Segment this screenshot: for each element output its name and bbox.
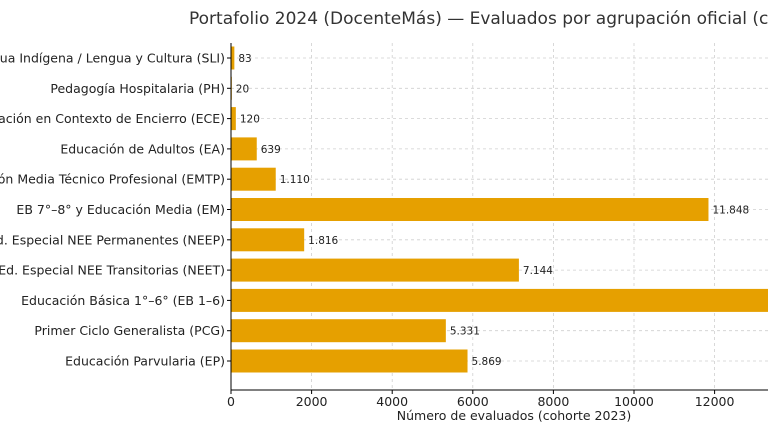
x-axis-label: Número de evaluados (cohorte 2023)	[397, 408, 631, 423]
bars	[231, 46, 768, 373]
bar	[231, 349, 468, 373]
category-label: Educación Básica 1°–6° (EB 1–6)	[21, 293, 225, 308]
data-label: 5.331	[450, 326, 480, 338]
x-tick-label: 12000	[695, 394, 735, 409]
category-label: Educación en Contexto de Encierro (ECE)	[0, 111, 225, 126]
data-label: 20	[236, 83, 249, 95]
x-tick-label: 4000	[376, 394, 408, 409]
category-label: EB 7°–8° y Educación Media (EM)	[16, 202, 225, 217]
category-label: Ed. Especial NEE Permanentes (NEEP)	[0, 232, 225, 247]
category-label: Lengua Indígena / Lengua y Cultura (SLI)	[0, 51, 225, 66]
data-label: 11.848	[712, 205, 749, 217]
bar	[231, 107, 236, 131]
category-label: Educación Parvularia (EP)	[65, 354, 225, 369]
category-label: Educación de Adultos (EA)	[60, 141, 225, 156]
bar	[231, 46, 235, 70]
x-tick-label: 10000	[614, 394, 654, 409]
data-label: 5.869	[472, 356, 502, 368]
x-tick-labels: 0 2000 4000 6000 8000 10000 12000	[227, 390, 735, 409]
category-labels: Lengua Indígena / Lengua y Cultura (SLI)…	[0, 51, 231, 369]
data-label: 1.816	[308, 235, 338, 247]
data-label: 639	[261, 144, 281, 156]
data-label: 83	[238, 53, 251, 65]
bar	[231, 288, 768, 312]
category-label: Educación Media Técnico Profesional (EMT…	[0, 172, 225, 187]
bar	[231, 319, 446, 343]
x-tick-label: 8000	[537, 394, 569, 409]
data-label: 120	[240, 114, 260, 126]
bar	[231, 198, 709, 221]
bar	[231, 167, 276, 191]
data-labels: 83 20 120 639 1.110 11.848 1.816 7.144 5.331 5.86…	[236, 53, 749, 368]
category-label: Ed. Especial NEE Transitorias (NEET)	[0, 263, 225, 278]
category-label: Pedagogía Hospitalaria (PH)	[50, 81, 225, 96]
bar	[231, 228, 305, 252]
x-tick-label: 0	[227, 394, 235, 409]
category-label: Primer Ciclo Generalista (PCG)	[34, 323, 225, 338]
data-label: 7.144	[523, 265, 553, 277]
x-tick-label: 6000	[457, 394, 489, 409]
chart-title: Portafolio 2024 (DocenteMás) — Evaluados…	[189, 9, 768, 29]
x-tick-label: 2000	[296, 394, 328, 409]
bar	[231, 258, 519, 282]
data-label: 1.110	[280, 174, 310, 186]
bar	[231, 137, 257, 161]
